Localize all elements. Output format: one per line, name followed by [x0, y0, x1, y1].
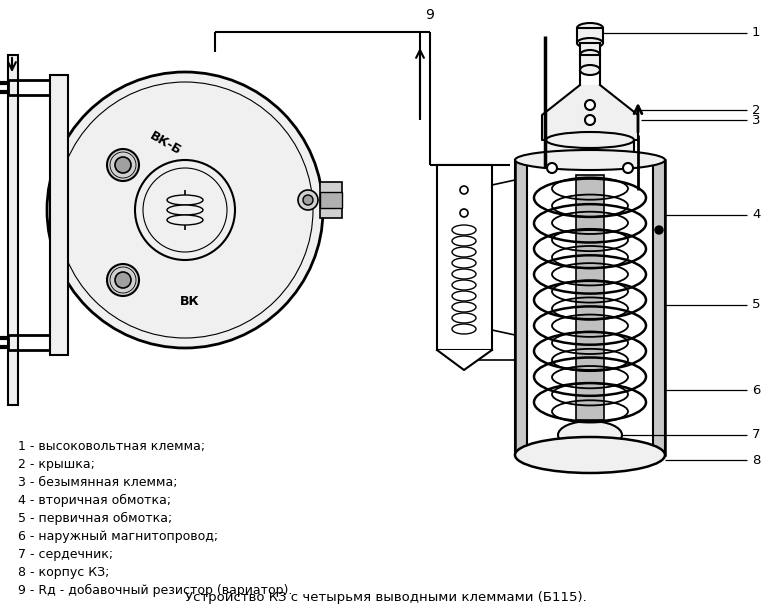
Ellipse shape: [167, 205, 203, 215]
Text: 6 - наружный магнитопровод;: 6 - наружный магнитопровод;: [18, 530, 218, 543]
Text: 8 - корпус КЗ;: 8 - корпус КЗ;: [18, 566, 109, 579]
Text: ВК-Б: ВК-Б: [147, 129, 183, 158]
Ellipse shape: [452, 258, 476, 268]
Bar: [577, 28, 603, 43]
Bar: [320, 192, 342, 208]
Ellipse shape: [577, 38, 603, 48]
Ellipse shape: [452, 291, 476, 301]
Ellipse shape: [546, 152, 634, 168]
Ellipse shape: [546, 132, 634, 148]
Circle shape: [143, 168, 227, 252]
Ellipse shape: [452, 225, 476, 235]
Ellipse shape: [452, 302, 476, 312]
Circle shape: [623, 163, 633, 173]
Text: 9 - Rд - добавочный резистор (вариатор).: 9 - Rд - добавочный резистор (вариатор).: [18, 584, 292, 597]
Text: 3: 3: [752, 113, 761, 126]
Text: 1 - высоковольтная клемма;: 1 - высоковольтная клемма;: [18, 440, 205, 453]
Circle shape: [115, 157, 131, 173]
Bar: [8, 55, 18, 405]
Polygon shape: [542, 85, 638, 140]
Text: 5 - первичная обмотка;: 5 - первичная обмотка;: [18, 512, 172, 525]
Bar: [437, 165, 492, 350]
Ellipse shape: [515, 437, 665, 473]
Circle shape: [57, 82, 313, 338]
Bar: [580, 43, 600, 55]
Bar: [576, 175, 604, 420]
Text: 3 - безымянная клемма;: 3 - безымянная клемма;: [18, 476, 178, 489]
Ellipse shape: [452, 313, 476, 323]
Bar: [580, 55, 600, 70]
Circle shape: [460, 186, 468, 194]
Text: 7 - сердечник;: 7 - сердечник;: [18, 548, 113, 561]
Text: ВК: ВК: [180, 295, 199, 308]
Bar: [50, 75, 68, 355]
Circle shape: [547, 163, 557, 173]
Circle shape: [107, 264, 139, 296]
Circle shape: [47, 72, 323, 348]
Ellipse shape: [580, 50, 600, 60]
Ellipse shape: [452, 247, 476, 257]
Text: 2 - крышка;: 2 - крышка;: [18, 458, 95, 471]
Circle shape: [303, 195, 313, 205]
Circle shape: [135, 160, 235, 260]
Text: 6: 6: [752, 384, 761, 397]
Circle shape: [585, 115, 595, 125]
Text: 2: 2: [752, 103, 761, 116]
Text: 7: 7: [752, 429, 761, 442]
Bar: [320, 182, 342, 218]
Ellipse shape: [558, 421, 622, 449]
Ellipse shape: [515, 150, 665, 170]
Ellipse shape: [452, 324, 476, 334]
Circle shape: [115, 272, 131, 288]
Polygon shape: [437, 350, 492, 370]
Ellipse shape: [452, 280, 476, 290]
Circle shape: [460, 209, 468, 217]
Ellipse shape: [452, 236, 476, 246]
Circle shape: [107, 149, 139, 181]
Text: 4 - вторичная обмотка;: 4 - вторичная обмотка;: [18, 494, 171, 507]
Circle shape: [298, 190, 318, 210]
Bar: [515, 160, 665, 455]
Bar: [527, 160, 653, 455]
Text: 4: 4: [752, 208, 761, 222]
Bar: [515, 160, 527, 455]
Bar: [546, 140, 634, 160]
Circle shape: [655, 226, 663, 234]
Circle shape: [585, 100, 595, 110]
Text: 1: 1: [752, 26, 761, 39]
Ellipse shape: [167, 195, 203, 205]
Ellipse shape: [167, 215, 203, 225]
Text: 9: 9: [426, 8, 434, 22]
Bar: [653, 160, 665, 455]
Ellipse shape: [577, 23, 603, 33]
Text: 8: 8: [752, 453, 761, 466]
Text: 5: 5: [752, 299, 761, 312]
Ellipse shape: [580, 65, 600, 75]
Ellipse shape: [452, 269, 476, 279]
Text: Устройство КЗ с четырьмя выводными клеммами (Б115).: Устройство КЗ с четырьмя выводными клемм…: [185, 591, 587, 604]
